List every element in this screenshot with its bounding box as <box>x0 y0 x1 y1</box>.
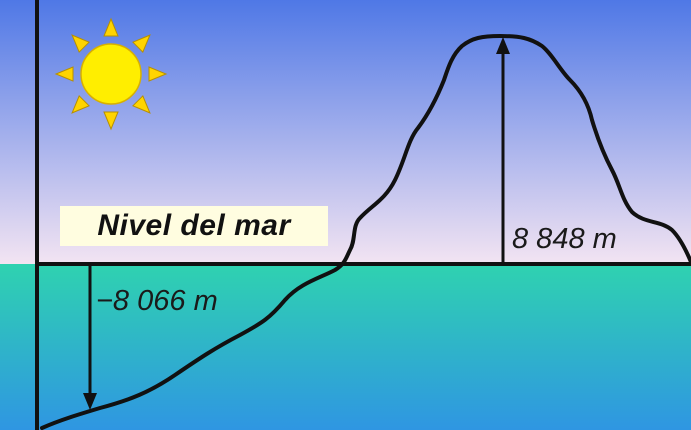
mountain-height-label: 8 848 m <box>512 223 617 255</box>
height-arrow-head <box>496 37 510 54</box>
ocean-depth-label: −8 066 m <box>96 285 218 317</box>
height-arrow <box>496 37 510 264</box>
sun-rays <box>54 17 168 131</box>
sun-disc <box>80 43 142 105</box>
depth-arrow <box>83 264 97 410</box>
terrain-profile <box>40 34 691 430</box>
sea-level-label-box: Nivel del mar <box>60 206 328 246</box>
sea-level-label: Nivel del mar <box>97 209 291 242</box>
depth-arrow-head <box>83 393 97 410</box>
sun-icon <box>54 17 168 131</box>
